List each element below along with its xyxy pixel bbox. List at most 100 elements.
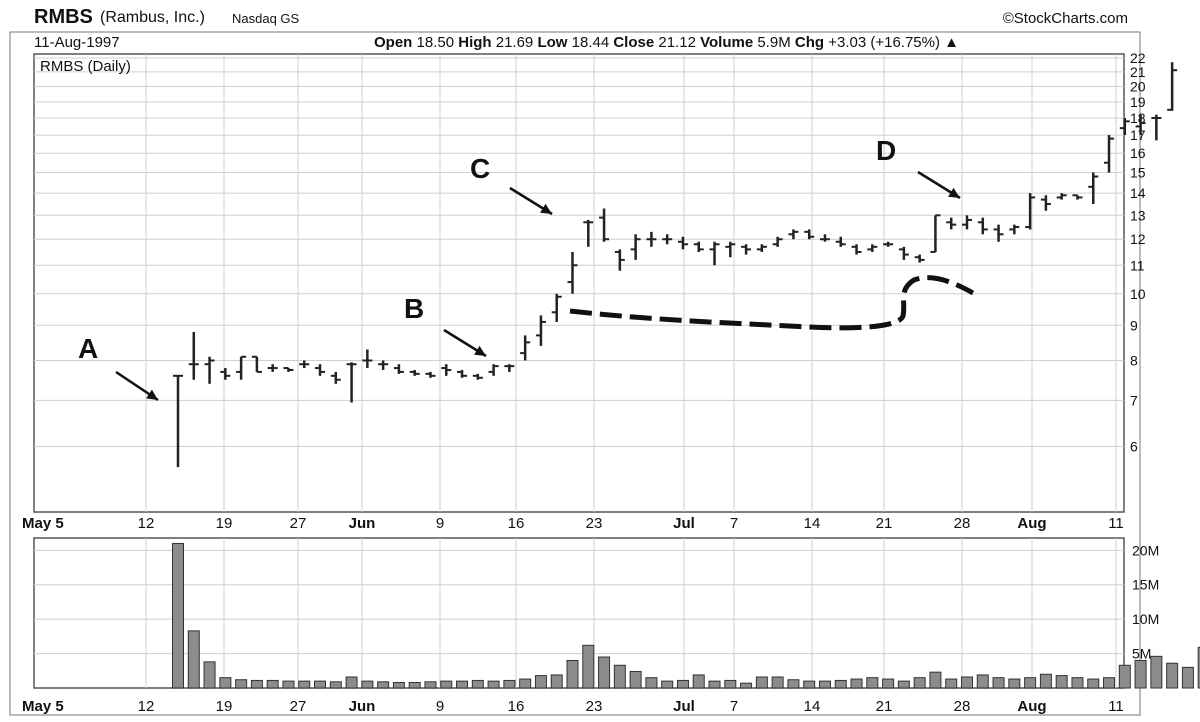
- volume-bar: [613, 664, 626, 689]
- volume-bar: [345, 676, 358, 689]
- volume-tick-label: 20M: [1132, 542, 1159, 558]
- close-value: 21.12: [658, 34, 696, 51]
- volume-label: Volume: [700, 34, 754, 51]
- volume-bar: [818, 680, 831, 689]
- volume-bar: [471, 679, 484, 689]
- volume-bar: [566, 659, 579, 689]
- date-tick-label: 19: [216, 515, 233, 532]
- volume-bar: [503, 679, 516, 689]
- volume-bar: [408, 681, 421, 689]
- volume-bar: [219, 677, 232, 689]
- volume-bar: [740, 682, 753, 689]
- volume-bar: [424, 681, 437, 689]
- volume-bar: [1103, 677, 1116, 689]
- volume-bar: [282, 680, 295, 689]
- date-tick-label: 11: [1108, 698, 1124, 715]
- price-tick-label: 12: [1130, 231, 1146, 247]
- volume-bar: [456, 680, 469, 689]
- date-tick-label: 21: [876, 515, 893, 532]
- date-tick-label: 19: [216, 698, 233, 715]
- date-tick-label: 21: [876, 698, 893, 715]
- price-tick-label: 10: [1130, 286, 1146, 302]
- volume-bar: [945, 678, 958, 689]
- volume-bar: [834, 679, 847, 689]
- date-tick-label: 9: [436, 515, 444, 532]
- price-tick-label: 13: [1130, 207, 1146, 223]
- annotation-label-a: A: [78, 333, 99, 364]
- date-tick-label: 23: [586, 515, 603, 532]
- volume-bar: [1166, 662, 1179, 689]
- price-tick-label: 7: [1130, 392, 1138, 408]
- arrow-icon: [948, 187, 960, 198]
- price-tick-label: 6: [1130, 438, 1138, 454]
- exchange-name: Nasdaq GS: [232, 11, 300, 26]
- date-tick-label: Jul: [673, 698, 695, 715]
- volume-bar: [314, 680, 327, 689]
- price-tick-label: 21: [1130, 64, 1146, 80]
- volume-bar: [203, 661, 216, 689]
- series-label: RMBS (Daily): [40, 58, 131, 75]
- company-name: (Rambus, Inc.): [100, 9, 205, 26]
- date-tick-label: Jul: [673, 515, 695, 532]
- price-tick-label: 8: [1130, 352, 1138, 368]
- date-tick-label: Jun: [349, 515, 376, 532]
- volume-bar: [929, 671, 942, 689]
- volume-bar: [708, 680, 721, 689]
- volume-bar: [440, 680, 453, 689]
- volume-tick-label: 10M: [1132, 611, 1159, 627]
- ticker-symbol: RMBS: [34, 6, 93, 28]
- quote-summary: Open 18.50 High 21.69 Low 18.44 Close 21…: [374, 34, 959, 51]
- low-label: Low: [537, 34, 568, 51]
- volume-bar: [1055, 675, 1068, 689]
- price-tick-label: 18: [1130, 110, 1146, 126]
- price-tick-label: 20: [1130, 78, 1146, 94]
- volume-bar: [1071, 677, 1084, 689]
- chg-value: +3.03 (+16.75%): [828, 34, 940, 51]
- volume-bar: [850, 678, 863, 689]
- volume-bar: [1039, 673, 1052, 689]
- volume-bar: [377, 681, 390, 689]
- date-tick-label: Aug: [1017, 515, 1046, 532]
- up-triangle-icon: ▲: [944, 34, 959, 51]
- date-tick-label: Aug: [1017, 698, 1046, 715]
- price-tick-label: 22: [1130, 50, 1146, 66]
- quote-date: 11-Aug-1997: [34, 34, 120, 51]
- arrow-icon: [540, 203, 552, 214]
- volume-bar: [976, 674, 989, 689]
- price-tick-label: 9: [1130, 317, 1138, 333]
- annotation-label-c: C: [470, 153, 491, 184]
- volume-bar: [645, 677, 658, 689]
- date-tick-label: 11: [1108, 515, 1124, 532]
- volume-bar: [803, 680, 816, 689]
- volume-bar: [550, 674, 563, 689]
- volume-bar: [897, 680, 910, 689]
- volume-bar: [1087, 678, 1100, 689]
- high-value: 21.69: [495, 34, 534, 51]
- volume-panel: 5M 10M 15M 20M: [33, 537, 1200, 689]
- price-plot-area: [33, 53, 1125, 513]
- volume-tick-label: 15M: [1132, 577, 1159, 593]
- volume-bar: [487, 680, 500, 689]
- volume-bar: [1008, 678, 1021, 689]
- date-tick-label: 27: [290, 515, 307, 532]
- volume-bar: [1197, 646, 1200, 689]
- volume-bars: [172, 542, 1200, 689]
- date-tick-label: 14: [804, 698, 821, 715]
- volume-bar: [598, 656, 611, 689]
- volume-bar: [298, 680, 311, 689]
- open-label: Open: [374, 34, 413, 51]
- date-tick-label: May 5: [22, 515, 64, 532]
- price-tick-label: 15: [1130, 165, 1146, 181]
- volume-bar: [787, 679, 800, 689]
- volume-bar: [250, 679, 263, 689]
- volume-bar: [676, 679, 689, 689]
- volume-bar: [961, 676, 973, 689]
- date-tick-label: 23: [586, 698, 603, 715]
- volume-bar: [361, 680, 374, 689]
- date-tick-label: 16: [508, 698, 525, 715]
- volume-bar: [724, 679, 737, 689]
- date-tick-label: May 5: [22, 698, 64, 715]
- price-date-axis: May 5 12 19 27 Jun 9 16 23 Jul 7 14 21 28 Aug 11: [22, 515, 1124, 532]
- volume-bar: [266, 679, 279, 689]
